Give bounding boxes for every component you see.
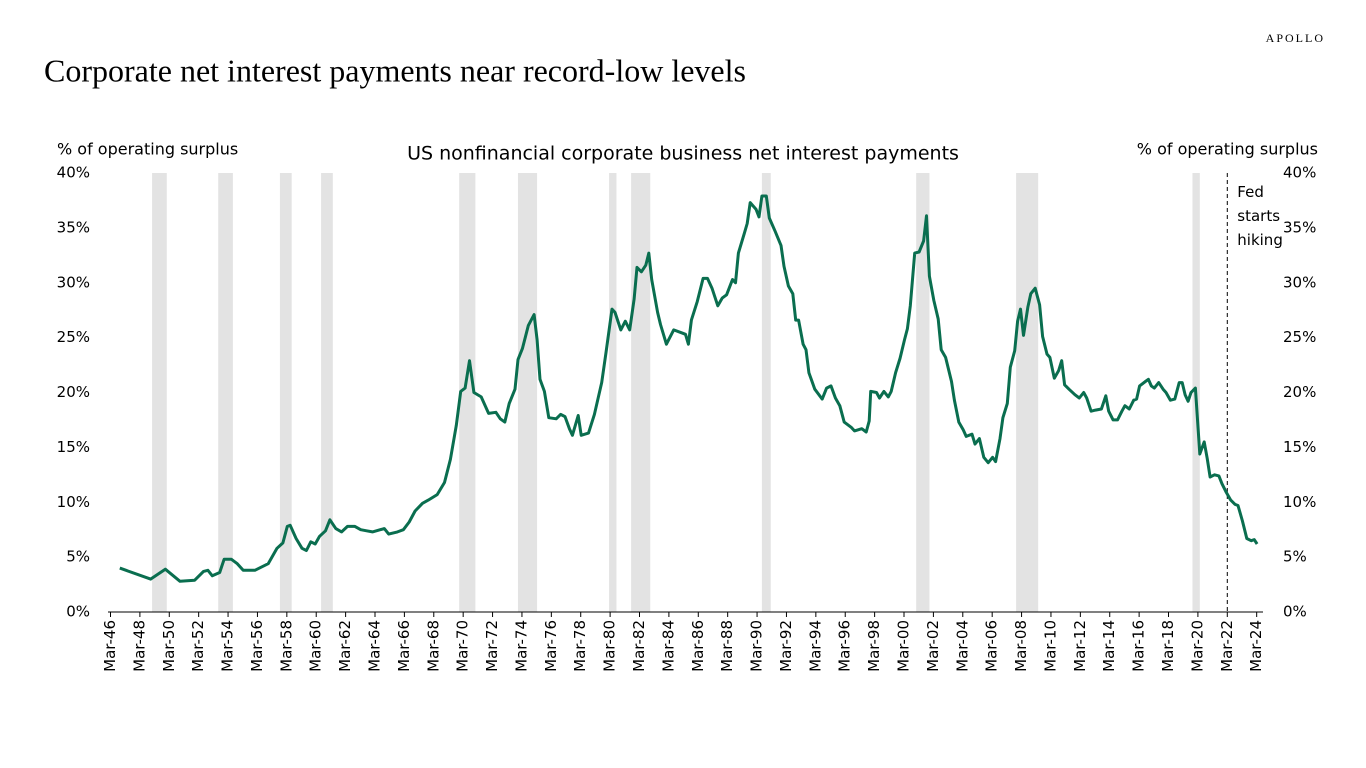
x-tick-label: Mar-00 bbox=[895, 620, 913, 672]
y-tick-label: 35% bbox=[57, 218, 90, 236]
x-tick-label: Mar-90 bbox=[748, 620, 766, 672]
x-tick-label: Mar-64 bbox=[366, 620, 384, 672]
x-tick-label: Mar-16 bbox=[1130, 620, 1148, 672]
x-tick-label: Mar-22 bbox=[1218, 620, 1236, 672]
annotation-label: Fed starts hiking bbox=[1237, 183, 1283, 249]
x-tick-label: Mar-02 bbox=[924, 620, 942, 672]
x-tick-label: Mar-20 bbox=[1188, 620, 1206, 672]
x-tick-label: Mar-54 bbox=[219, 620, 237, 672]
y2-axis-label: % of operating surplus bbox=[1137, 140, 1318, 159]
recession-band bbox=[631, 173, 651, 612]
x-tick-label: Mar-80 bbox=[601, 620, 619, 672]
y2-tick-label: 25% bbox=[1283, 328, 1316, 346]
y2-tick-label: 15% bbox=[1283, 438, 1316, 456]
x-tick-label: Mar-14 bbox=[1100, 620, 1118, 672]
brand: APOLLO bbox=[1266, 31, 1325, 45]
y-tick-label: 5% bbox=[66, 548, 90, 566]
y2-tick-label: 5% bbox=[1283, 548, 1307, 566]
x-tick-label: Mar-08 bbox=[1012, 620, 1030, 672]
recession-band bbox=[761, 173, 771, 612]
x-tick-label: Mar-04 bbox=[953, 620, 971, 672]
x-tick-label: Mar-78 bbox=[571, 620, 589, 672]
x-tick-label: Mar-72 bbox=[483, 620, 501, 672]
x-tick-label: Mar-52 bbox=[189, 620, 207, 672]
x-tick-label: Mar-12 bbox=[1071, 620, 1089, 672]
x-tick-label: Mar-94 bbox=[806, 620, 824, 672]
y2-tick-label: 35% bbox=[1283, 218, 1316, 236]
y2-tick-label: 40% bbox=[1283, 164, 1316, 182]
x-tick-label: Mar-98 bbox=[865, 620, 883, 672]
x-tick-label: Mar-18 bbox=[1159, 620, 1177, 672]
x-tick-label: Mar-66 bbox=[395, 620, 413, 672]
y-axis-label: % of operating surplus bbox=[57, 140, 238, 159]
x-tick-label: Mar-74 bbox=[512, 620, 530, 672]
y-tick-label: 20% bbox=[57, 383, 90, 401]
recession-band bbox=[1016, 173, 1039, 612]
x-tick-label: Mar-48 bbox=[130, 620, 148, 672]
recession-band bbox=[218, 173, 233, 612]
x-tick-label: Mar-24 bbox=[1247, 620, 1265, 672]
y-tick-label: 40% bbox=[57, 164, 90, 182]
x-tick-label: Mar-68 bbox=[424, 620, 442, 672]
y2-tick-label: 30% bbox=[1283, 273, 1316, 291]
recession-band bbox=[609, 173, 617, 612]
recession-band bbox=[459, 173, 476, 612]
y-tick-label: 25% bbox=[57, 328, 90, 346]
x-tick-label: Mar-82 bbox=[630, 620, 648, 672]
y-tick-label: 10% bbox=[57, 493, 90, 511]
y2-tick-label: 10% bbox=[1283, 493, 1316, 511]
x-tick-label: Mar-10 bbox=[1041, 620, 1059, 672]
recession-band bbox=[321, 173, 333, 612]
x-tick-label: Mar-88 bbox=[718, 620, 736, 672]
x-tick-label: Mar-58 bbox=[277, 620, 295, 672]
y-tick-label: 0% bbox=[66, 603, 90, 621]
recession-band bbox=[517, 173, 538, 612]
chart-title: Corporate net interest payments near rec… bbox=[44, 52, 746, 88]
x-tick-label: Mar-60 bbox=[307, 620, 325, 672]
x-tick-label: Mar-50 bbox=[160, 620, 178, 672]
data-line bbox=[119, 194, 1259, 583]
y-tick-label: 30% bbox=[57, 273, 90, 291]
y-tick-label: 15% bbox=[57, 438, 90, 456]
y2-tick-label: 20% bbox=[1283, 383, 1316, 401]
x-tick-label: Mar-62 bbox=[336, 620, 354, 672]
x-tick-label: Mar-56 bbox=[248, 620, 266, 672]
x-tick-label: Mar-46 bbox=[101, 620, 119, 672]
recession-band bbox=[152, 173, 167, 612]
x-tick-label: Mar-92 bbox=[777, 620, 795, 672]
x-tick-label: Mar-86 bbox=[689, 620, 707, 672]
x-tick-label: Mar-70 bbox=[454, 620, 472, 672]
x-tick-label: Mar-96 bbox=[836, 620, 854, 672]
x-tick-label: Mar-84 bbox=[659, 620, 677, 672]
recession-band bbox=[916, 173, 930, 612]
x-tick-label: Mar-06 bbox=[983, 620, 1001, 672]
recession-band bbox=[279, 173, 292, 612]
x-tick-label: Mar-76 bbox=[542, 620, 560, 672]
y2-tick-label: 0% bbox=[1283, 603, 1307, 621]
chart-subtitle: US nonfinancial corporate business net i… bbox=[407, 143, 959, 165]
